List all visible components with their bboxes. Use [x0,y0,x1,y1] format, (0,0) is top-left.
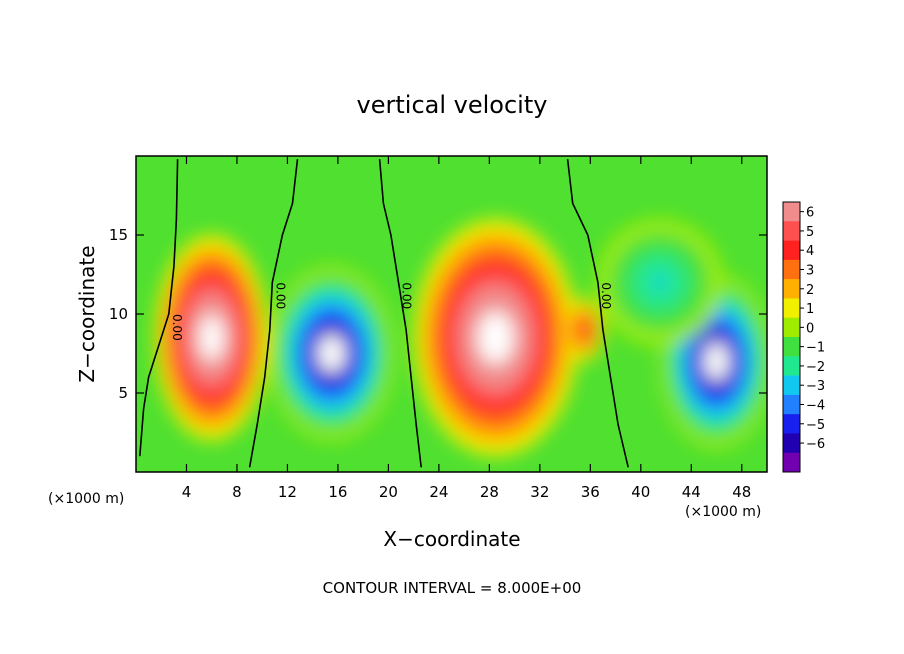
zero-contours: 0.00 0.00 0.00 0.00 [139,159,629,468]
colorbar-frame [782,201,801,473]
zero-contour-3 [566,159,629,468]
colorbar-label-1: 5 [806,225,814,240]
zero-contour-2 [378,159,422,468]
zero-contour-0 [139,159,179,457]
x-tick-label-48: 48 [732,483,751,501]
contour-interval-note: CONTOUR INTERVAL = 8.000E+00 [323,579,582,597]
zero-contour-label-3: 0.00 [599,282,613,309]
zero-contour-1 [248,159,299,468]
colorbar-label-7: −1 [806,341,825,356]
velocity-blob-0-level-8 [205,326,219,350]
zero-contour-label-0: 0.00 [170,314,184,341]
colorbar-swatch-3 [783,259,800,280]
colorbar-swatch-11 [783,414,800,434]
colorbar-label-5: 1 [806,302,814,317]
colorbar-label-8: −2 [806,360,825,375]
x-axis-label: X−coordinate [383,527,520,551]
x-tick-label-44: 44 [682,483,701,501]
colorbar-swatch-13 [783,452,800,473]
colorbar-label-4: 2 [806,283,814,298]
colorbar-swatch-9 [783,375,800,396]
y-axis-label: Z−coordinate [75,245,99,382]
colorbar-label-9: −3 [806,379,825,394]
velocity-blob-5-level-8 [652,275,667,290]
colorbar-label-3: 3 [806,264,814,279]
velocity-blob-3-level-8 [710,351,723,372]
x-tick-label-24: 24 [429,483,448,501]
chart-title: vertical velocity [357,91,548,119]
x-unit-left: (×1000 m) [48,491,124,507]
x-axis-ticks: 4 8 12 16 20 24 28 32 36 40 44 48 [182,156,751,501]
x-tick-label-28: 28 [480,483,499,501]
y-tick-label-15: 15 [109,226,128,244]
x-tick-label-16: 16 [328,483,347,501]
colorbar-swatch-0 [783,202,800,222]
velocity-field [154,219,767,457]
colorbar-label-6: 0 [806,321,814,336]
x-unit-right: (×1000 m) [685,504,761,520]
colorbar-swatch-8 [783,356,800,376]
x-tick-label-32: 32 [530,483,549,501]
x-tick-label-36: 36 [581,483,600,501]
colorbar-label-10: −4 [806,399,825,414]
zero-contour-label-1: 0.00 [273,282,287,309]
colorbar-swatch-1 [783,221,800,241]
y-axis-ticks: 5 10 15 [109,226,767,402]
velocity-blob-4-level-8 [581,326,587,334]
colorbar-swatch-5 [783,298,800,319]
x-tick-label-40: 40 [631,483,650,501]
x-tick-label-20: 20 [379,483,398,501]
x-tick-label-8: 8 [232,483,242,501]
colorbar-swatch-7 [783,337,800,357]
colorbar-swatch-10 [783,394,800,415]
colorbar-swatch-6 [783,317,800,338]
colorbar: 6 5 4 3 2 1 0 −1 −2 −3 −4 −5 −6 [782,201,825,473]
colorbar-label-11: −5 [806,418,825,433]
colorbar-swatch-4 [783,279,800,299]
colorbar-swatch-12 [783,433,800,454]
colorbar-label-2: 4 [806,244,814,259]
x-tick-label-4: 4 [182,483,192,501]
y-tick-label-5: 5 [118,384,128,402]
x-tick-label-12: 12 [278,483,297,501]
plot-area: 0.00 0.00 0.00 0.00 [136,156,767,472]
colorbar-label-12: −6 [806,437,825,452]
zero-contour-label-2: 0.00 [399,282,413,309]
velocity-blob-1-level-8 [486,324,505,351]
colorbar-label-0: 6 [806,206,814,221]
colorbar-swatch-2 [783,240,800,261]
velocity-blob-2-level-8 [324,343,339,364]
y-tick-label-10: 10 [109,305,128,323]
